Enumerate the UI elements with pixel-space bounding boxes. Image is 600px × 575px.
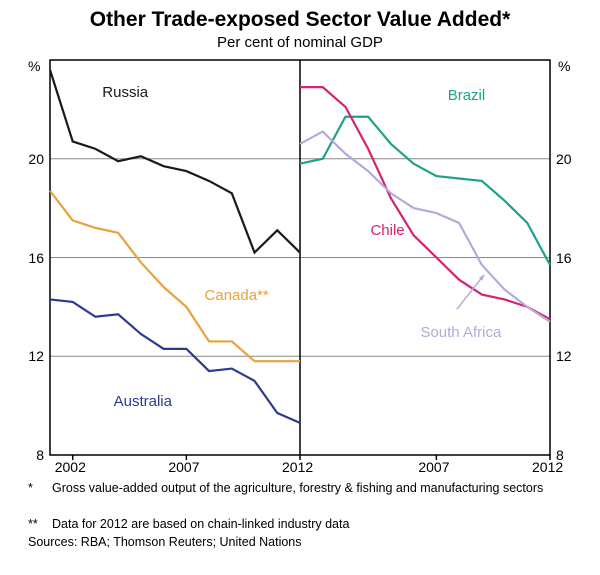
series-label-canada: Canada** [205, 287, 269, 304]
chart-subtitle: Per cent of nominal GDP [0, 34, 600, 51]
series-label-southafrica: South Africa [420, 324, 501, 341]
x-tick: 2012 [532, 459, 563, 475]
footnote-2: **Data for 2012 are based on chain-linke… [28, 516, 573, 533]
y-tick-left: 8 [36, 447, 44, 463]
footnote-2-marker: ** [28, 516, 52, 533]
y-unit-left: % [28, 58, 40, 74]
y-tick-right: 12 [556, 348, 572, 364]
series-label-russia: Russia [102, 84, 148, 101]
y-tick-left: 16 [28, 250, 44, 266]
chart-title: Other Trade-exposed Sector Value Added* [0, 0, 600, 32]
y-tick-left: 20 [28, 151, 44, 167]
y-tick-left: 12 [28, 348, 44, 364]
series-label-chile: Chile [370, 222, 404, 239]
footnote-1-text: Gross value-added output of the agricult… [52, 481, 543, 495]
chart-container: Other Trade-exposed Sector Value Added* … [0, 0, 600, 575]
x-tick: 2007 [168, 459, 199, 475]
x-tick: 2012 [282, 459, 313, 475]
y-tick-right: 16 [556, 250, 572, 266]
footnote-2-text: Data for 2012 are based on chain-linked … [52, 517, 349, 531]
series-label-australia: Australia [114, 393, 172, 410]
y-unit-right: % [558, 58, 570, 74]
y-tick-right: 20 [556, 151, 572, 167]
x-tick: 2007 [418, 459, 449, 475]
series-label-brazil: Brazil [448, 87, 486, 104]
x-tick: 2002 [55, 459, 86, 475]
footnote-1: *Gross value-added output of the agricul… [28, 480, 573, 497]
footnote-1-marker: * [28, 480, 52, 497]
sources: Sources: RBA; Thomson Reuters; United Na… [28, 534, 573, 551]
